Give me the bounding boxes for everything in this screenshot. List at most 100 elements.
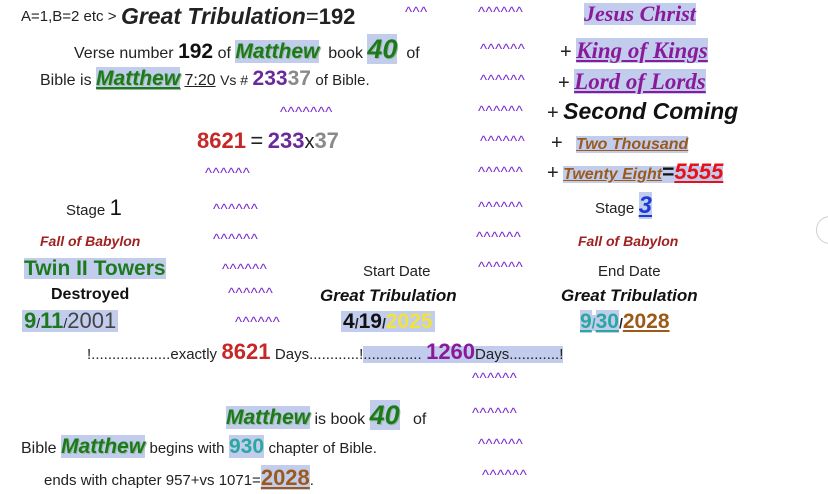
header-eq: =: [305, 4, 319, 29]
right-caret-4: ^^^^^^: [478, 103, 524, 120]
ends-pre: ends with chapter 957+vs 1071=: [44, 472, 261, 489]
right-king-line: + King of Kings: [560, 38, 708, 63]
right-two-thousand: Two Thousand: [576, 136, 689, 153]
days-word: Days............!: [274, 346, 364, 363]
carets-mid2: ^^^^^^: [205, 165, 251, 182]
days-line: !...................exactly 8621 Days...…: [87, 339, 564, 364]
days-highlight-block: .............. 1260Days............!: [363, 341, 564, 363]
bible-part1: 233: [252, 67, 288, 90]
right-twenty-eight-block: Twenty Eight=5555: [563, 161, 724, 183]
verse-book-num: 40: [367, 34, 398, 64]
left-fall-of-babylon: Fall of Babylon: [40, 233, 141, 249]
bible-book-name: Matthew: [96, 67, 181, 90]
right-twenty-eight-line: + Twenty Eight=5555: [547, 161, 724, 184]
end-label: End Date: [598, 263, 661, 280]
days-dots2: ..............: [363, 346, 422, 363]
ends-line: ends with chapter 957+vs 1071=2028.: [44, 465, 314, 490]
left-date-sep1: /: [36, 315, 41, 331]
bible-pre: Bible is: [40, 72, 92, 89]
ends-post: .: [309, 472, 314, 489]
bible-ref: 7:20: [184, 72, 216, 89]
book-num: 40: [369, 400, 400, 430]
left-stage: Stage 1: [66, 197, 122, 219]
days-total: 8621: [221, 339, 271, 364]
right-lord-of-lords: Lord of Lords: [574, 69, 706, 94]
left-date-day: 11: [40, 308, 64, 333]
begins-name: Matthew: [61, 435, 146, 458]
right-caret-9: ^^^^^^: [478, 259, 524, 276]
header-great-tribulation: Great Tribulation: [120, 3, 306, 29]
start-date-sep2: /: [381, 315, 386, 331]
header-prefix: A=1,B=2 etc >: [21, 8, 117, 25]
start-date-year: 2025: [385, 310, 433, 333]
right-caret-7: ^^^^^^: [478, 199, 524, 216]
verse-line: Verse number 192 of Matthew book 40 of: [74, 34, 420, 64]
start-date-sep1: /: [354, 315, 359, 331]
left-stage-label: Stage: [66, 202, 106, 219]
right-plus-2: +: [558, 72, 570, 94]
right-fall-of-babylon: Fall of Babylon: [578, 233, 679, 249]
right-twenty-eight: Twenty Eight: [563, 166, 663, 183]
book-name: Matthew: [226, 406, 310, 429]
ends-year: 2028: [260, 465, 310, 490]
bible-part2: 37: [287, 67, 311, 90]
right-caret-5: ^^^^^^: [480, 133, 526, 150]
verse-book-name: Matthew: [235, 40, 320, 63]
book-of: of: [413, 411, 427, 428]
left-twin-towers: Twin II Towers: [24, 257, 166, 280]
begins-pre: Bible: [21, 440, 57, 457]
days-total2: 1260: [426, 339, 476, 364]
end-date: 9/30/2028: [580, 310, 670, 333]
equation-total: 8621: [197, 128, 246, 153]
left-date-month: 9: [24, 308, 37, 333]
left-date: 9/11/2001: [22, 308, 119, 333]
end-date-day: 30: [595, 310, 619, 333]
days-word2: Days............!: [475, 346, 564, 363]
right-stage-label: Stage: [595, 200, 635, 217]
right-stage-num: 3: [638, 192, 653, 219]
right-plus-1: +: [560, 41, 572, 63]
verse-num: 192: [178, 40, 214, 63]
right-plus-5: +: [547, 162, 559, 184]
end-date-sep2: /: [618, 315, 623, 331]
right-stage: Stage 3: [595, 192, 653, 219]
low-caret-1: ^^^^^^: [472, 370, 518, 387]
left-stage-num: 1: [109, 195, 122, 220]
left-destroyed: Destroyed: [51, 286, 130, 303]
begins-word: begins with: [149, 440, 225, 457]
scroll-edge-button[interactable]: [816, 216, 828, 244]
header-line: A=1,B=2 etc > Great Tribulation=192: [21, 5, 355, 28]
right-caret-1: ^^^^^^: [478, 4, 524, 21]
right-plus-3: +: [547, 102, 559, 124]
equation-b: 37: [314, 128, 339, 153]
right-eq: =: [662, 161, 675, 184]
mid-caret-4: ^^^^^^: [228, 285, 274, 302]
right-caret-6: ^^^^^^: [478, 164, 524, 181]
start-date-day: 19: [358, 310, 382, 333]
low-caret-4: ^^^^^^: [482, 467, 528, 484]
carets-mid1: ^^^^^^^: [280, 104, 333, 121]
start-title: Great Tribulation: [320, 286, 457, 305]
right-lord-line: + Lord of Lords: [558, 69, 706, 94]
mid-caret-1: ^^^^^^: [213, 201, 259, 218]
left-date-sep2: /: [63, 315, 68, 331]
right-plus-4: +: [551, 132, 563, 154]
right-second-coming: Second Coming: [563, 98, 739, 124]
left-date-year: 2001: [67, 308, 117, 333]
low-caret-3: ^^^^^^: [478, 436, 524, 453]
start-label: Start Date: [363, 263, 431, 280]
begins-post: chapter of Bible.: [268, 440, 377, 457]
header-value: 192: [318, 4, 356, 29]
right-sum: 5555: [674, 159, 724, 184]
equation-eq: =: [250, 128, 264, 153]
book-line: Matthew is book 40 of: [226, 400, 427, 430]
bible-post: of Bible.: [315, 72, 370, 89]
days-dots1: !...................exactly: [87, 346, 218, 363]
mid-caret-3: ^^^^^^: [222, 261, 268, 278]
end-date-month: 9: [580, 310, 592, 333]
right-caret-8: ^^^^^^: [476, 229, 522, 246]
end-date-sep1: /: [591, 315, 596, 331]
equation: 8621 = 233x37: [197, 128, 339, 153]
end-date-year: 2028: [622, 310, 670, 333]
mid-caret-2: ^^^^^^: [213, 231, 259, 248]
